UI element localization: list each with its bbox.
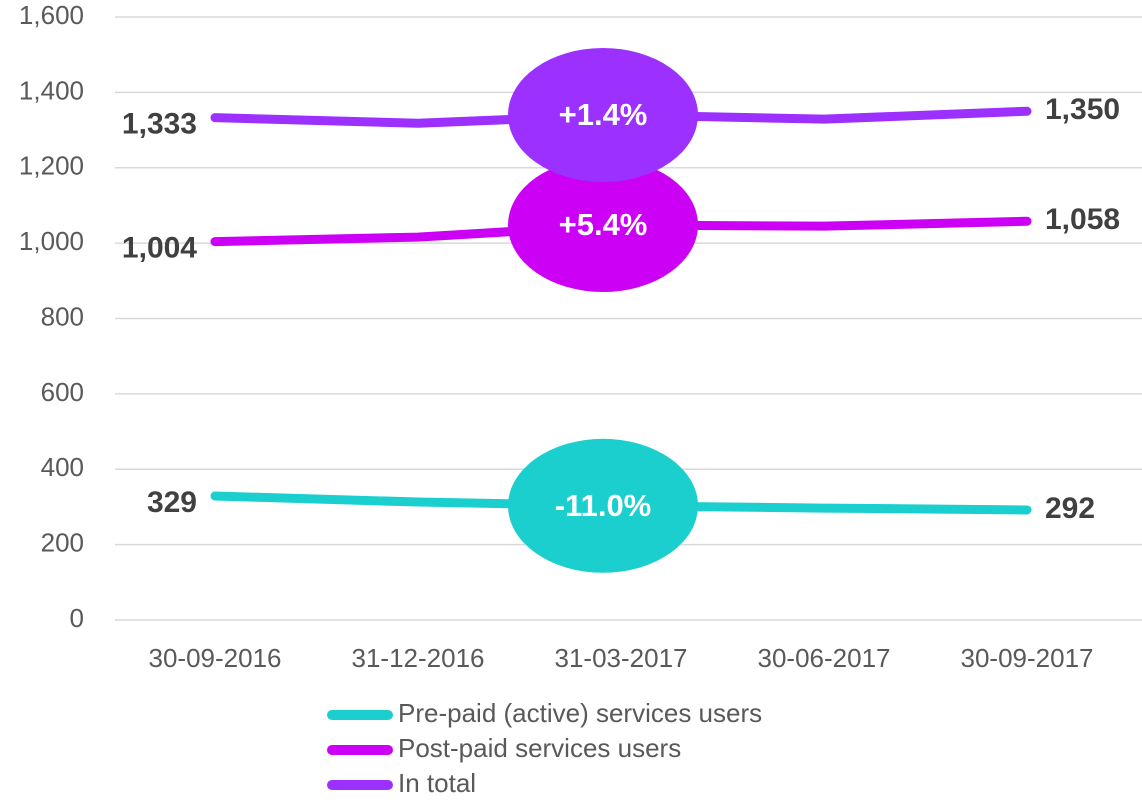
change-label: +1.4% bbox=[559, 97, 648, 132]
x-tick-label: 30-09-2016 bbox=[149, 643, 282, 673]
data-label: 1,350 bbox=[1045, 93, 1120, 126]
y-tick-label: 0 bbox=[70, 603, 84, 633]
y-tick-label: 200 bbox=[41, 528, 84, 558]
change-label: -11.0% bbox=[555, 488, 652, 523]
x-tick-label: 30-06-2017 bbox=[758, 643, 891, 673]
y-tick-label: 600 bbox=[41, 377, 84, 407]
data-label: 292 bbox=[1045, 492, 1095, 525]
change-bubble bbox=[508, 47, 698, 182]
change-bubble bbox=[508, 158, 698, 293]
y-tick-label: 1,400 bbox=[19, 75, 84, 105]
x-tick-label: 31-03-2017 bbox=[555, 643, 688, 673]
legend-label: In total bbox=[398, 768, 476, 798]
y-tick-label: 1,000 bbox=[19, 226, 84, 256]
data-label: 329 bbox=[147, 486, 197, 519]
x-tick-label: 30-09-2017 bbox=[961, 643, 1094, 673]
legend-label: Pre-paid (active) services users bbox=[398, 698, 762, 728]
change-bubble bbox=[508, 438, 698, 573]
y-tick-label: 1,200 bbox=[19, 151, 84, 181]
data-label: 1,058 bbox=[1045, 203, 1120, 236]
y-tick-label: 400 bbox=[41, 452, 84, 482]
y-tick-label: 800 bbox=[41, 301, 84, 331]
data-label: 1,004 bbox=[122, 232, 197, 265]
legend-label: Post-paid services users bbox=[398, 733, 681, 763]
x-tick-label: 31-12-2016 bbox=[352, 643, 485, 673]
change-label: +5.4% bbox=[559, 207, 648, 242]
y-tick-label: 1,600 bbox=[19, 0, 84, 30]
data-label: 1,333 bbox=[122, 108, 197, 141]
